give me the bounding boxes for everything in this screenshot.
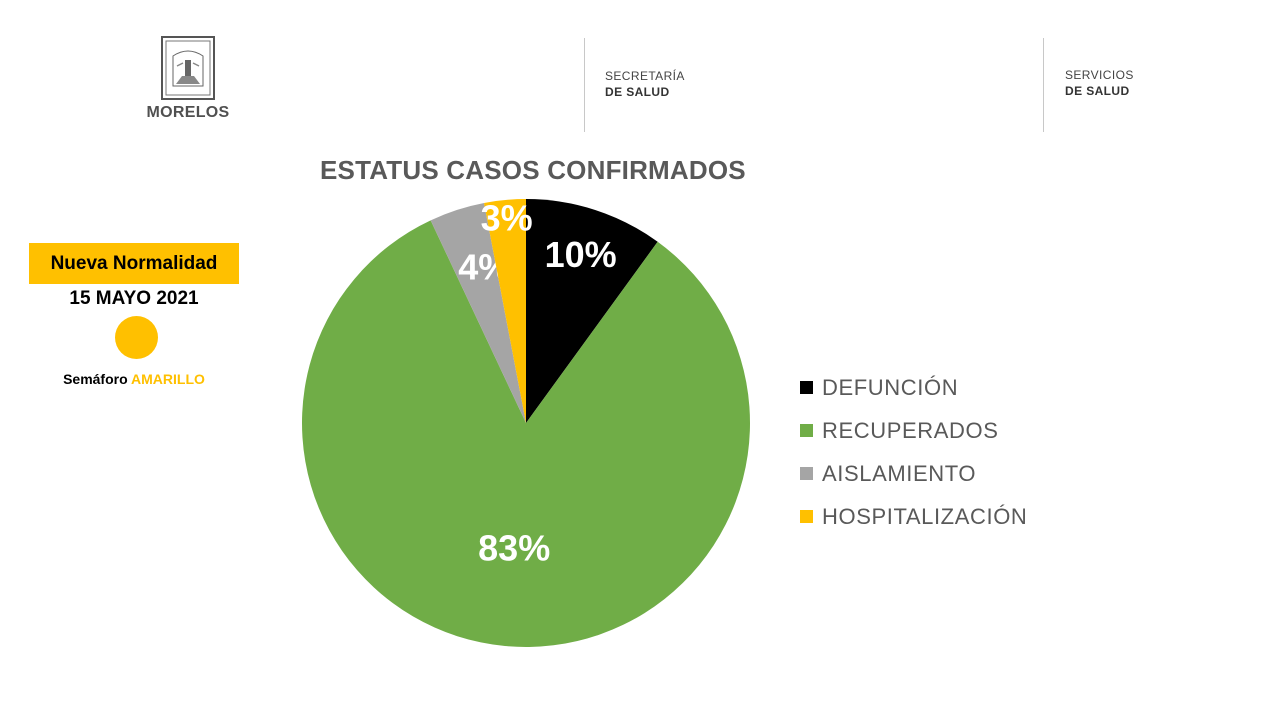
semaforo-status: Semáforo AMARILLO (29, 371, 239, 387)
slice-data-label: 10% (545, 234, 617, 275)
semaforo-color: AMARILLO (131, 371, 205, 387)
slice-data-label: 3% (481, 197, 533, 238)
org-line-bold: DE SALUD (605, 85, 670, 99)
legend-swatch (800, 381, 813, 394)
semaforo-prefix: Semáforo (63, 371, 132, 387)
legend-item: AISLAMIENTO (800, 452, 1027, 495)
org-line-bold: DE SALUD (1065, 84, 1130, 98)
chart-legend: DEFUNCIÓN RECUPERADOS AISLAMIENTO HOSPITALI… (800, 366, 1027, 538)
legend-swatch (800, 467, 813, 480)
legend-label: DEFUNCIÓN (822, 374, 959, 400)
legend-swatch (800, 424, 813, 437)
pie-slice-defunción (526, 199, 658, 423)
legend-label: RECUPERADOS (822, 417, 999, 443)
legend-item: HOSPITALIZACIÓN (800, 495, 1027, 538)
date-label: 15 MAYO 2021 (69, 288, 199, 309)
org-line: SECRETARÍA (605, 69, 685, 83)
traffic-light-dot-icon (115, 316, 158, 359)
nueva-normalidad-badge: Nueva Normalidad (29, 243, 239, 284)
org-line: SERVICIOS (1065, 68, 1134, 82)
legend-item: DEFUNCIÓN (800, 366, 1027, 409)
org-servicios-salud: SERVICIOS DE SALUD (1065, 67, 1134, 99)
org-secretaria-salud: SECRETARÍA DE SALUD (605, 68, 685, 100)
morelos-seal-icon (161, 36, 215, 100)
pie-slice-hospitalización (484, 199, 526, 423)
slice-data-label: 83% (478, 527, 550, 568)
pie-slice-recuperados (302, 220, 751, 648)
pie-slice-aislamiento (430, 202, 526, 423)
header-divider (584, 38, 585, 132)
legend-label: HOSPITALIZACIÓN (822, 503, 1028, 529)
legend-item: RECUPERADOS (800, 409, 1027, 452)
chart-title: ESTATUS CASOS CONFIRMADOS (320, 155, 746, 185)
header-divider (1043, 38, 1044, 132)
legend-swatch (800, 510, 813, 523)
legend-label: AISLAMIENTO (822, 460, 977, 486)
logo-text: MORELOS (146, 104, 230, 121)
